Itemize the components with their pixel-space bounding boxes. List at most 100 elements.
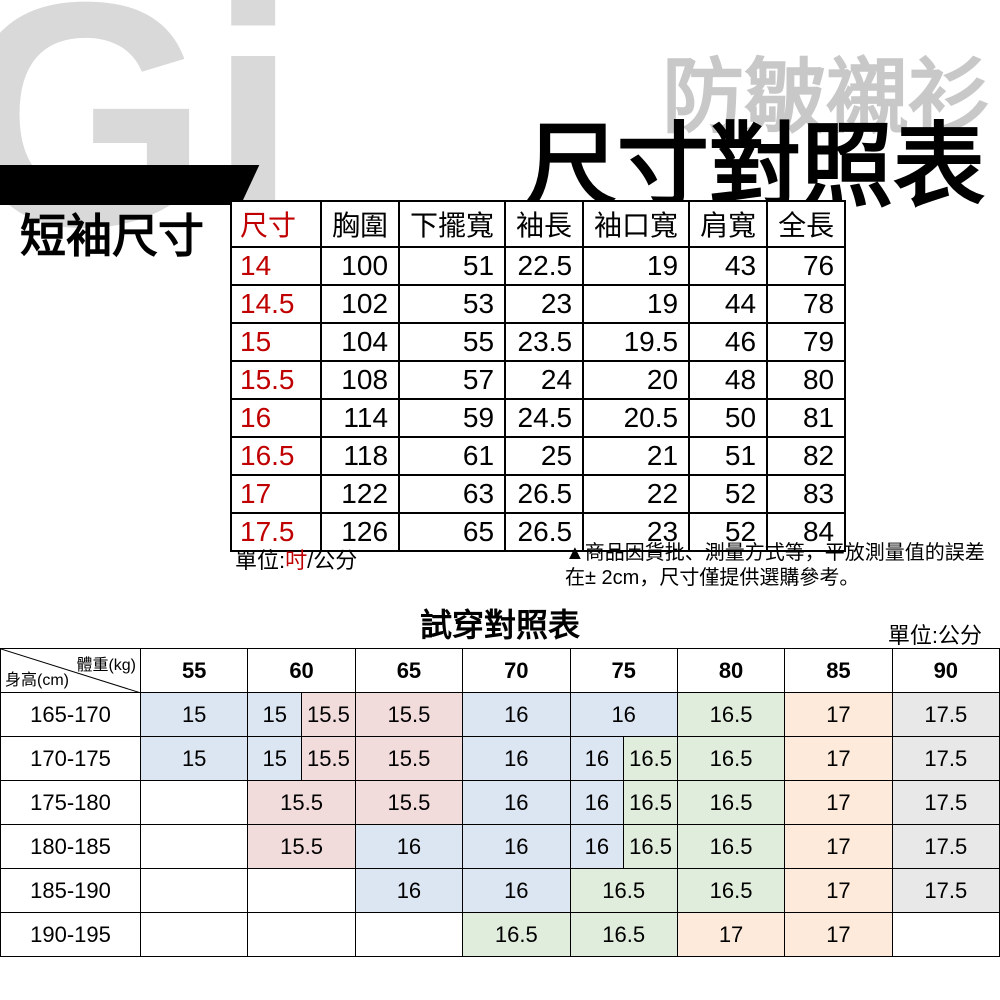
fit-cell: 17 [785, 869, 892, 913]
fit-cell: 15 [141, 693, 248, 737]
size-table-cell: 16.5 [231, 437, 321, 475]
size-table-header: 肩寬 [689, 201, 767, 247]
fit-height-label: 185-190 [1, 869, 141, 913]
fit-cell: 1616.5 [570, 737, 677, 781]
size-table-cell: 16 [231, 399, 321, 437]
fit-cell: 16 [463, 693, 570, 737]
size-table-cell: 20 [583, 361, 689, 399]
fit-cell [248, 869, 355, 913]
size-table-cell: 100 [321, 247, 399, 285]
size-table-cell: 23.5 [505, 323, 583, 361]
measurement-warning: ▲商品因貨批、測量方式等，平放測量值的誤差在± 2cm，尺寸僅提供選購參考。 [565, 541, 985, 591]
size-table-cell: 53 [399, 285, 505, 323]
fit-weight-header: 60 [248, 649, 355, 693]
fit-cell: 15.5 [248, 825, 355, 869]
fit-cell [892, 913, 999, 957]
size-table-cell: 23 [505, 285, 583, 323]
size-table-cell: 14.5 [231, 285, 321, 323]
size-table-container: 尺寸胸圍下擺寬袖長袖口寬肩寬全長141005122.519437614.5102… [230, 200, 846, 552]
size-table-cell: 118 [321, 437, 399, 475]
fit-cell [141, 869, 248, 913]
size-table-cell: 52 [689, 475, 767, 513]
fit-cell: 16 [463, 825, 570, 869]
fit-cell: 17 [785, 737, 892, 781]
fit-table-container: 體重(kg)身高(cm)5560657075808590165-17015151… [0, 648, 1000, 957]
fit-cell: 16 [355, 825, 462, 869]
size-table-header: 袖長 [505, 201, 583, 247]
section-label-short-sleeve: 短袖尺寸 [20, 200, 204, 266]
size-table-cell: 59 [399, 399, 505, 437]
size-table-cell: 55 [399, 323, 505, 361]
size-table-cell: 24.5 [505, 399, 583, 437]
fit-height-label: 190-195 [1, 913, 141, 957]
fit-height-label: 170-175 [1, 737, 141, 781]
fit-cell [248, 913, 355, 957]
size-table-cell: 20.5 [583, 399, 689, 437]
fit-cell: 17.5 [892, 869, 999, 913]
size-table-cell: 22.5 [505, 247, 583, 285]
fit-cell: 15.5 [355, 737, 462, 781]
size-table-cell: 122 [321, 475, 399, 513]
fit-cell: 16.5 [570, 869, 677, 913]
size-table-cell: 48 [689, 361, 767, 399]
size-table-cell: 21 [583, 437, 689, 475]
fit-cell: 16 [463, 781, 570, 825]
fit-cell: 16 [463, 869, 570, 913]
size-table-cell: 76 [767, 247, 845, 285]
fit-weight-header: 70 [463, 649, 570, 693]
size-table-header: 尺寸 [231, 201, 321, 247]
size-table-cell: 19 [583, 247, 689, 285]
size-table-cell: 51 [399, 247, 505, 285]
size-table-cell: 104 [321, 323, 399, 361]
size-table-cell: 44 [689, 285, 767, 323]
size-table-header: 胸圍 [321, 201, 399, 247]
size-table-cell: 26.5 [505, 475, 583, 513]
fit-weight-header: 65 [355, 649, 462, 693]
size-table-cell: 15 [231, 323, 321, 361]
size-table-cell: 50 [689, 399, 767, 437]
fit-cell: 16.5 [677, 781, 784, 825]
fit-cell: 15 [141, 737, 248, 781]
unit-note: 單位:吋/公分 [235, 543, 357, 575]
fit-cell: 16.5 [570, 913, 677, 957]
fit-cell: 16.5 [677, 737, 784, 781]
size-table-cell: 83 [767, 475, 845, 513]
fit-cell: 17.5 [892, 693, 999, 737]
size-table-cell: 102 [321, 285, 399, 323]
size-table-cell: 25 [505, 437, 583, 475]
fit-weight-header: 85 [785, 649, 892, 693]
fit-cell: 17 [785, 781, 892, 825]
size-table-cell: 22 [583, 475, 689, 513]
size-table-header: 下擺寬 [399, 201, 505, 247]
fit-cell: 16 [355, 869, 462, 913]
fit-weight-header: 90 [892, 649, 999, 693]
fit-cell: 16.5 [677, 825, 784, 869]
fit-cell: 17.5 [892, 825, 999, 869]
size-table-cell: 15.5 [231, 361, 321, 399]
fit-cell: 15.5 [355, 693, 462, 737]
fit-cell: 1515.5 [248, 693, 355, 737]
size-table-cell: 61 [399, 437, 505, 475]
size-table-cell: 43 [689, 247, 767, 285]
size-table-cell: 19.5 [583, 323, 689, 361]
fit-cell [141, 781, 248, 825]
fit-cell: 17 [677, 913, 784, 957]
fit-cell [141, 825, 248, 869]
size-table-cell: 46 [689, 323, 767, 361]
fit-table-title: 試穿對照表 [0, 600, 1000, 646]
fit-height-label: 165-170 [1, 693, 141, 737]
fit-cell: 15.5 [248, 781, 355, 825]
fit-cell: 17.5 [892, 737, 999, 781]
size-table-cell: 78 [767, 285, 845, 323]
fit-table: 體重(kg)身高(cm)5560657075808590165-17015151… [0, 648, 1000, 957]
header-bar [0, 165, 259, 205]
size-table: 尺寸胸圍下擺寬袖長袖口寬肩寬全長141005122.519437614.5102… [230, 200, 846, 552]
fit-cell: 17 [785, 825, 892, 869]
size-table-header: 全長 [767, 201, 845, 247]
fit-cell [355, 913, 462, 957]
size-table-cell: 114 [321, 399, 399, 437]
size-table-cell: 19 [583, 285, 689, 323]
fit-cell: 16.5 [677, 869, 784, 913]
size-table-cell: 57 [399, 361, 505, 399]
fit-cell: 1515.5 [248, 737, 355, 781]
